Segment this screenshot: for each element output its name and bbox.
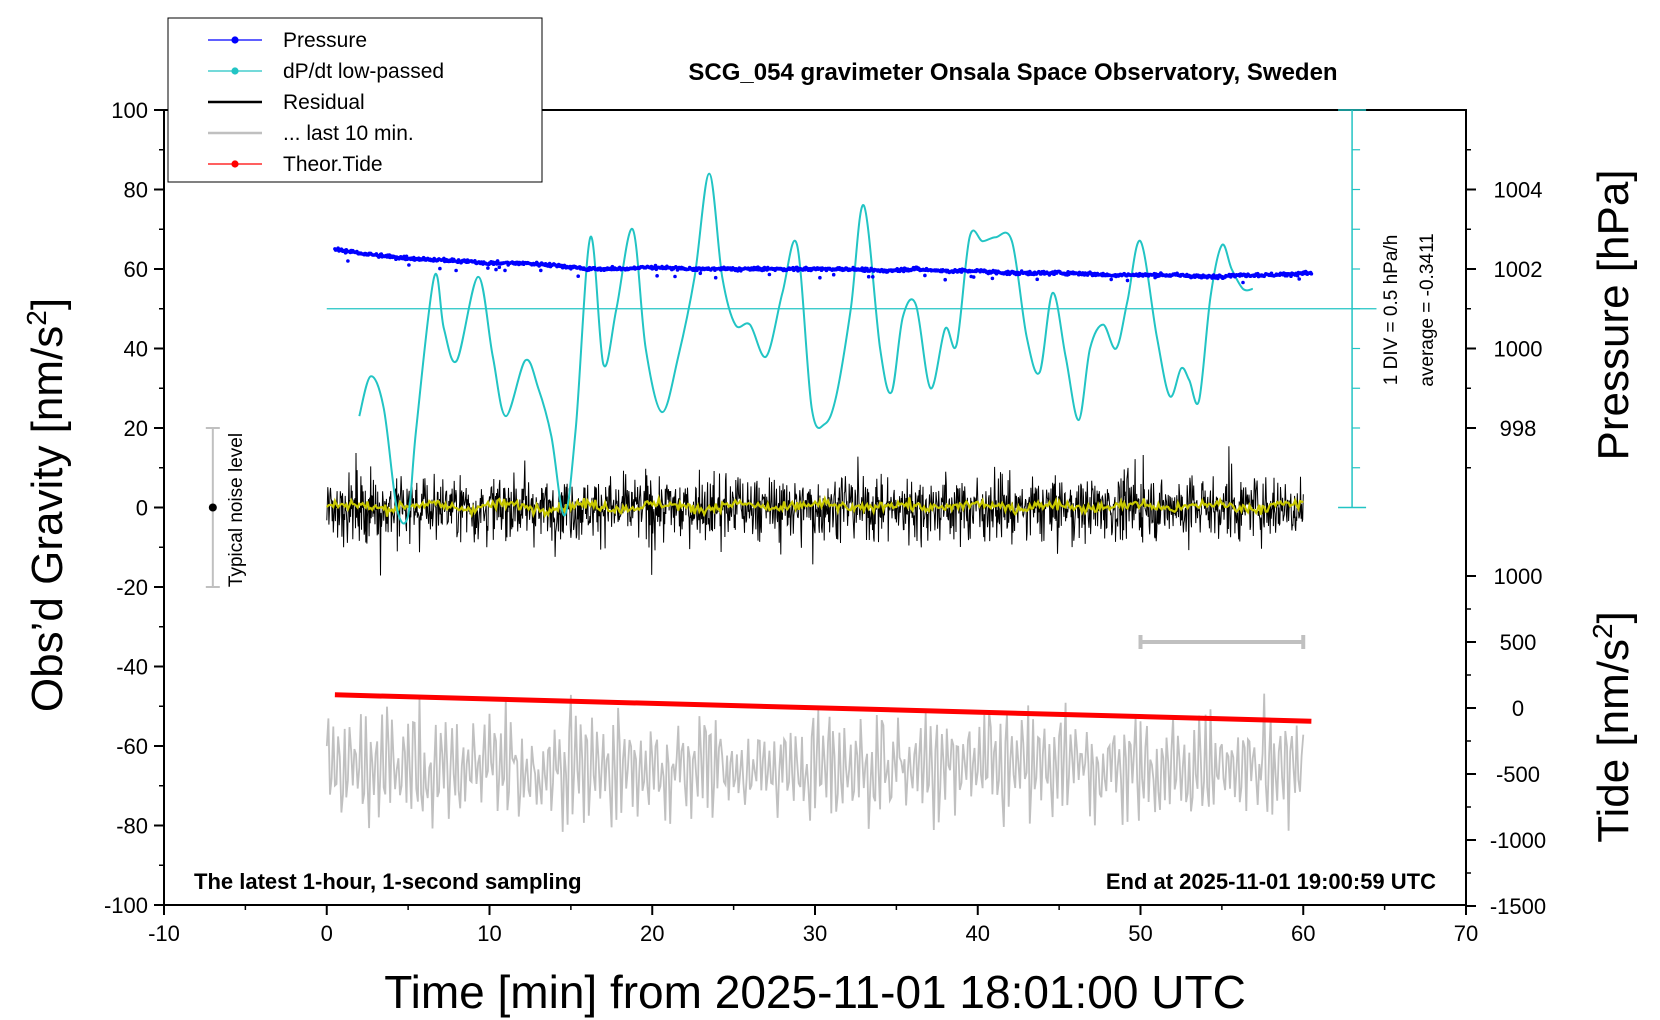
legend-swatch-marker xyxy=(231,67,239,75)
x-tick-label: 60 xyxy=(1291,921,1315,946)
y-tick-label: -60 xyxy=(116,734,148,759)
y-tick-label: 100 xyxy=(111,98,148,123)
y-tick-label: -40 xyxy=(116,655,148,680)
pressure-axis-ticks: 1004 1002 1000 998 xyxy=(1466,149,1543,469)
y-tick-label: -80 xyxy=(116,814,148,839)
x-tick-label: -10 xyxy=(148,921,180,946)
annotation-sampling: The latest 1-hour, 1-second sampling xyxy=(194,869,582,894)
y-tick-label: 0 xyxy=(136,496,148,521)
y-axis-pressure-label: Pressure [hPa] xyxy=(1589,169,1638,460)
chart-title: SCG_054 gravimeter Onsala Space Observat… xyxy=(688,59,1337,86)
theor-tide-series xyxy=(334,692,1312,724)
pressure-tick-label: 1000 xyxy=(1494,337,1543,362)
y-axis-left-label-text: Obs’d Gravity [nm/s xyxy=(23,326,72,712)
y-axis-left-label: Obs’d Gravity [nm/s2] xyxy=(21,298,72,712)
x-tick-label: 40 xyxy=(966,921,990,946)
residual-smoothed-line xyxy=(325,494,1304,519)
y-axis-tide-label: Tide [nm/s2] xyxy=(1587,611,1638,843)
annotation-end-time: End at 2025-11-01 19:00:59 UTC xyxy=(1106,869,1436,894)
tide-tick-label: -1000 xyxy=(1490,828,1546,853)
tide-tick-label: -1500 xyxy=(1490,894,1546,919)
legend-label: ... last 10 min. xyxy=(283,122,414,145)
last-10-min-line xyxy=(325,693,1305,832)
pressure-tick-label: 998 xyxy=(1500,416,1537,441)
legend-label: Pressure xyxy=(283,29,367,52)
y-tick-label: 80 xyxy=(124,178,148,203)
x-tick-label: 10 xyxy=(477,921,501,946)
noise-level-center-dot xyxy=(208,503,217,512)
last-10-min-series xyxy=(325,693,1305,832)
legend-box xyxy=(167,17,543,183)
noise-level-label: Typical noise level xyxy=(226,433,247,587)
pressure-points xyxy=(333,246,1314,285)
y-axis-left-ticks: 100 80 60 40 20 0 -20 -40 -60 -80 -100 xyxy=(104,98,164,918)
legend: Pressure dP/dt low-passed Residual ... last… xyxy=(167,17,543,183)
legend-swatch-marker xyxy=(231,36,239,44)
y-tick-label: -20 xyxy=(116,575,148,600)
annotation-div: 1 DIV = 0.5 hPa/h xyxy=(1381,235,1402,386)
x-tick-label: 30 xyxy=(803,921,827,946)
y-axis-tide-label-text: Tide [nm/s xyxy=(1589,639,1638,843)
pressure-tick-label: 1002 xyxy=(1494,257,1543,282)
y-tick-label: 40 xyxy=(124,337,148,362)
noise-level-indicator xyxy=(205,427,220,588)
x-tick-label: 20 xyxy=(640,921,664,946)
y-axis-left-label-close: ] xyxy=(23,298,72,310)
legend-swatch-marker xyxy=(231,160,239,168)
x-tick-label: 70 xyxy=(1454,921,1478,946)
legend-label: dP/dt low-passed xyxy=(283,60,444,83)
tide-axis-ticks: 1000 500 0 -500 -1000 -1500 xyxy=(1466,564,1546,919)
pressure-tick-label: 1004 xyxy=(1494,178,1543,203)
tide-tick-label: 0 xyxy=(1512,696,1524,721)
y-tick-label: 60 xyxy=(124,257,148,282)
tide-tick-label: 500 xyxy=(1500,630,1537,655)
tide-tick-label: 1000 xyxy=(1494,564,1543,589)
dpdt-scale-axis xyxy=(326,109,1377,509)
tide-tick-label: -500 xyxy=(1496,762,1540,787)
residual-series xyxy=(326,446,1304,576)
x-axis-ticks: -10 0 10 20 30 40 50 60 70 xyxy=(148,905,1478,946)
residual-smoothed-series xyxy=(325,494,1304,519)
theor-tide-line xyxy=(334,692,1312,724)
legend-label: Residual xyxy=(283,91,365,114)
x-tick-label: 0 xyxy=(321,921,333,946)
x-tick-label: 50 xyxy=(1128,921,1152,946)
annotation-average: average = -0.3411 xyxy=(1417,233,1438,386)
last-10-min-scale-bar xyxy=(1138,635,1306,649)
dpdt-series xyxy=(358,172,1253,525)
y-tick-label: 20 xyxy=(124,416,148,441)
legend-label: Theor.Tide xyxy=(283,153,383,176)
y-axis-left-label-sup: 2 xyxy=(21,310,52,326)
residual-line xyxy=(326,446,1304,576)
y-axis-tide-label-close: ] xyxy=(1589,611,1638,623)
y-tick-label: -100 xyxy=(104,893,148,918)
y-axis-tide-label-sup: 2 xyxy=(1587,623,1618,639)
x-axis-label: Time [min] from 2025-11-01 18:01:00 UTC xyxy=(384,966,1246,1018)
dpdt-line xyxy=(358,172,1253,525)
pressure-series xyxy=(333,246,1314,285)
